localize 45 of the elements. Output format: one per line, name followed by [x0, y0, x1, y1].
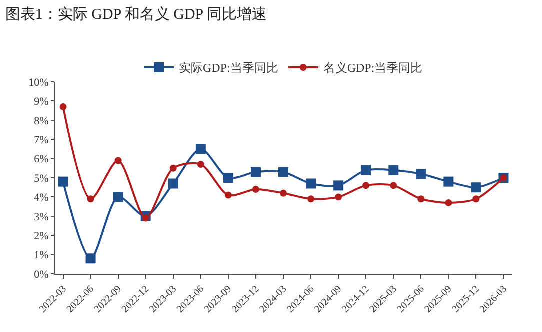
- point: [224, 192, 232, 199]
- point: [278, 167, 288, 178]
- point: [58, 176, 68, 187]
- y-tick-label: 4%: [34, 192, 49, 204]
- y-tick-label: 8%: [34, 115, 49, 128]
- point: [280, 190, 287, 197]
- y-tick-label: 10%: [28, 76, 49, 89]
- point: [308, 196, 315, 203]
- y-tick-label: 3%: [34, 211, 49, 224]
- point: [196, 144, 206, 154]
- y-tick-label: 2%: [34, 230, 49, 242]
- y-tick-label: 0%: [34, 268, 49, 281]
- point: [362, 182, 370, 190]
- point: [418, 196, 425, 203]
- point: [471, 182, 482, 193]
- point: [445, 199, 452, 206]
- point: [252, 186, 260, 194]
- point: [306, 178, 316, 189]
- point: [170, 164, 177, 172]
- point: [142, 214, 150, 222]
- legend-label: 名义GDP:当季同比: [323, 61, 423, 76]
- point: [335, 194, 342, 201]
- point: [361, 165, 372, 176]
- y-tick-label: 9%: [34, 96, 49, 108]
- point: [86, 254, 96, 264]
- point: [113, 192, 124, 202]
- point: [223, 173, 234, 183]
- point: [390, 182, 398, 190]
- point: [168, 178, 178, 189]
- y-tick-label: 5%: [34, 172, 49, 185]
- point: [60, 103, 67, 110]
- point: [416, 169, 426, 180]
- point: [472, 196, 480, 203]
- point: [114, 157, 122, 164]
- point: [388, 165, 399, 176]
- y-tick-label: 7%: [34, 134, 49, 146]
- point: [444, 176, 454, 187]
- chart-title: 图表1：实际 GDP 和名义 GDP 同比增速: [5, 6, 267, 23]
- legend-label: 实际GDP:当季同比: [179, 61, 278, 76]
- y-tick-label: 6%: [34, 154, 49, 166]
- point: [250, 167, 261, 178]
- point: [197, 161, 204, 168]
- point: [87, 196, 94, 203]
- point: [334, 180, 344, 191]
- y-tick-label: 1%: [34, 250, 49, 262]
